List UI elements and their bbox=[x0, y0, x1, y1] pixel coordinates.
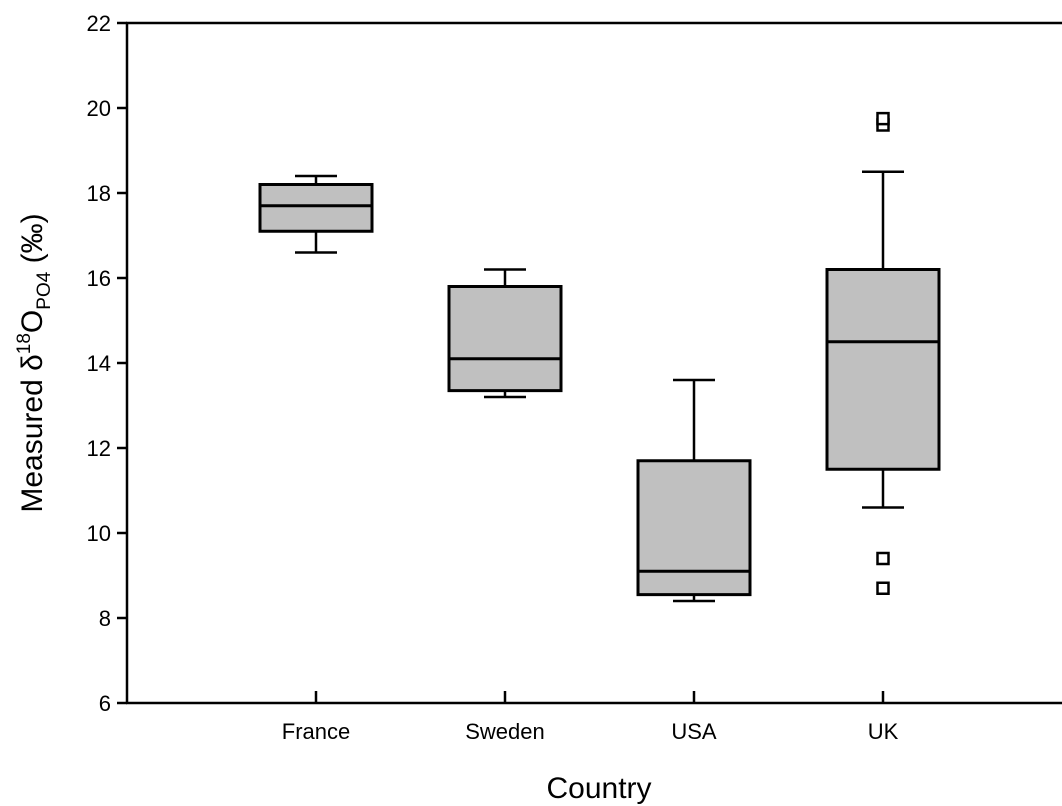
y-axis-title-superscript: 18 bbox=[14, 333, 35, 354]
y-tick-label: 16 bbox=[87, 266, 111, 291]
y-tick-label: 8 bbox=[99, 606, 111, 631]
outlier-point bbox=[876, 581, 890, 595]
y-tick-label: 6 bbox=[99, 691, 111, 716]
y-tick-label: 14 bbox=[87, 351, 111, 376]
x-axis-title: Country bbox=[546, 772, 651, 805]
y-axis-title-prefix: Measured δ bbox=[16, 354, 49, 512]
box-group-france bbox=[258, 174, 374, 254]
iqr-box bbox=[447, 285, 563, 393]
box-group-uk bbox=[825, 111, 941, 595]
y-tick-label: 10 bbox=[87, 521, 111, 546]
iqr-box bbox=[258, 183, 374, 233]
box-group-usa bbox=[636, 378, 752, 603]
iqr-box bbox=[825, 268, 941, 471]
x-tick-label: Sweden bbox=[465, 719, 545, 744]
y-axis-title-suffix: (‰) bbox=[16, 213, 49, 271]
y-axis-title: Measured δ18OPO4 (‰) bbox=[14, 213, 55, 512]
x-tick-label: USA bbox=[671, 719, 717, 744]
x-tick-label: France bbox=[282, 719, 350, 744]
x-axis-ticks: France Sweden USA UK bbox=[282, 691, 899, 744]
iqr-box bbox=[636, 459, 752, 597]
x-tick-label: UK bbox=[868, 719, 899, 744]
y-axis-title-main: O bbox=[16, 310, 49, 333]
outlier-point bbox=[876, 111, 890, 126]
y-tick-label: 20 bbox=[87, 96, 111, 121]
y-tick-label: 12 bbox=[87, 436, 111, 461]
plot-area bbox=[258, 111, 941, 603]
y-tick-label: 22 bbox=[87, 11, 111, 36]
y-axis-ticks: 6 8 10 12 14 16 18 20 22 bbox=[87, 11, 127, 716]
y-axis-title-subscript: PO4 bbox=[34, 271, 55, 309]
outlier-point bbox=[876, 551, 890, 566]
box-group-sweden bbox=[447, 268, 563, 399]
y-tick-label: 18 bbox=[87, 181, 111, 206]
